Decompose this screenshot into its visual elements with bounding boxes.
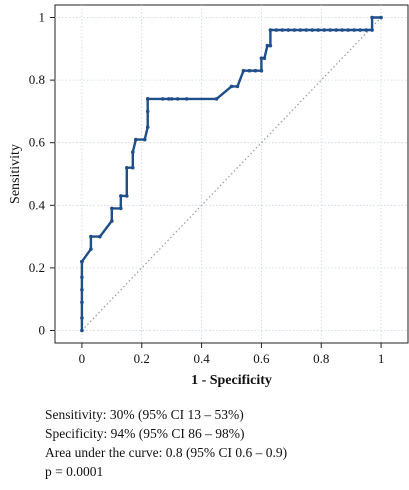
data-point	[169, 97, 174, 101]
data-point	[364, 28, 368, 32]
data-point	[304, 28, 309, 32]
data-point	[89, 247, 93, 251]
x-axis-label: 1 - Specificity	[191, 373, 272, 388]
auc-stat: Area under the curve: 0.8 (95% CI 0.6 – …	[45, 445, 288, 460]
data-point	[340, 28, 344, 32]
data-point	[370, 28, 374, 32]
curve-markers	[80, 15, 383, 333]
data-point	[229, 84, 234, 89]
data-point	[262, 56, 267, 61]
y-tick-label: 0.2	[29, 260, 45, 275]
y-tick-label: 1	[39, 10, 46, 25]
sensitivity-stat: Sensitivity: 30% (95% CI 13 – 53%)	[45, 407, 244, 422]
data-point	[268, 43, 273, 48]
data-point	[133, 137, 138, 142]
data-point	[379, 15, 383, 20]
data-point	[124, 165, 129, 170]
data-point	[310, 28, 315, 32]
data-point	[274, 28, 279, 32]
specificity-stat: Specificity: 94% (95% CI 86 – 98%)	[45, 426, 245, 441]
x-axis-ticks: 0 0.2 0.4 0.6 0.8 1	[79, 343, 385, 366]
data-point	[175, 97, 180, 101]
data-point	[241, 68, 246, 73]
stats-block: Sensitivity: 30% (95% CI 13 – 53%) Speci…	[45, 405, 287, 481]
data-point	[142, 137, 147, 142]
data-point	[286, 28, 291, 32]
data-point	[334, 28, 339, 32]
data-point	[80, 300, 84, 305]
roc-chart: 0 0.2 0.4 0.6 0.8 1 0 0.2 0.4 0.6 0.8 1 1 - Specif…	[8, 4, 409, 388]
data-point	[259, 56, 264, 61]
data-point	[160, 97, 165, 101]
data-point	[98, 234, 102, 239]
data-point	[346, 28, 350, 32]
y-tick-label: 0.4	[29, 197, 46, 212]
data-point	[110, 206, 114, 211]
data-point	[358, 28, 362, 32]
data-point	[292, 28, 297, 32]
p-value: p = 0.0001	[45, 464, 104, 479]
y-tick-label: 0.8	[29, 72, 45, 87]
data-point	[80, 259, 84, 264]
data-point	[80, 287, 84, 292]
y-tick-label: 0	[39, 322, 46, 337]
data-point	[352, 28, 356, 32]
data-point	[259, 68, 264, 73]
reference-diagonal	[81, 17, 382, 331]
data-point	[166, 97, 171, 101]
x-tick-label: 0.4	[193, 351, 210, 366]
data-point	[110, 219, 114, 223]
y-axis-ticks: 0 0.2 0.4 0.6 0.8 1	[29, 10, 55, 337]
x-tick-label: 1	[378, 351, 385, 366]
data-point	[253, 68, 258, 73]
data-point	[80, 328, 84, 333]
data-point	[130, 165, 135, 170]
data-point	[119, 206, 123, 211]
data-point	[280, 28, 285, 32]
data-point	[298, 28, 303, 32]
data-point	[145, 125, 150, 129]
y-tick-label: 0.6	[29, 135, 46, 150]
data-point	[214, 97, 219, 101]
data-point	[268, 28, 273, 32]
y-axis-label: Sensitivity	[8, 144, 23, 204]
data-point	[145, 97, 150, 101]
data-point	[89, 234, 93, 239]
data-point	[370, 15, 374, 20]
data-point	[247, 68, 252, 73]
data-point	[184, 97, 189, 101]
x-tick-label: 0	[79, 351, 86, 366]
data-point	[265, 43, 270, 48]
data-point	[322, 28, 327, 32]
x-tick-label: 0.6	[253, 351, 270, 366]
data-point	[80, 316, 84, 320]
data-point	[80, 275, 84, 280]
data-point	[145, 109, 150, 114]
x-tick-label: 0.2	[134, 351, 150, 366]
roc-curve	[80, 16, 382, 331]
data-point	[119, 194, 123, 198]
data-point	[316, 28, 321, 32]
plot-frame	[54, 4, 409, 344]
data-point	[130, 150, 135, 154]
grid-lines	[55, 5, 408, 343]
data-point	[124, 194, 129, 198]
data-point	[235, 84, 240, 89]
data-point	[328, 28, 333, 32]
x-tick-label: 0.8	[313, 351, 329, 366]
